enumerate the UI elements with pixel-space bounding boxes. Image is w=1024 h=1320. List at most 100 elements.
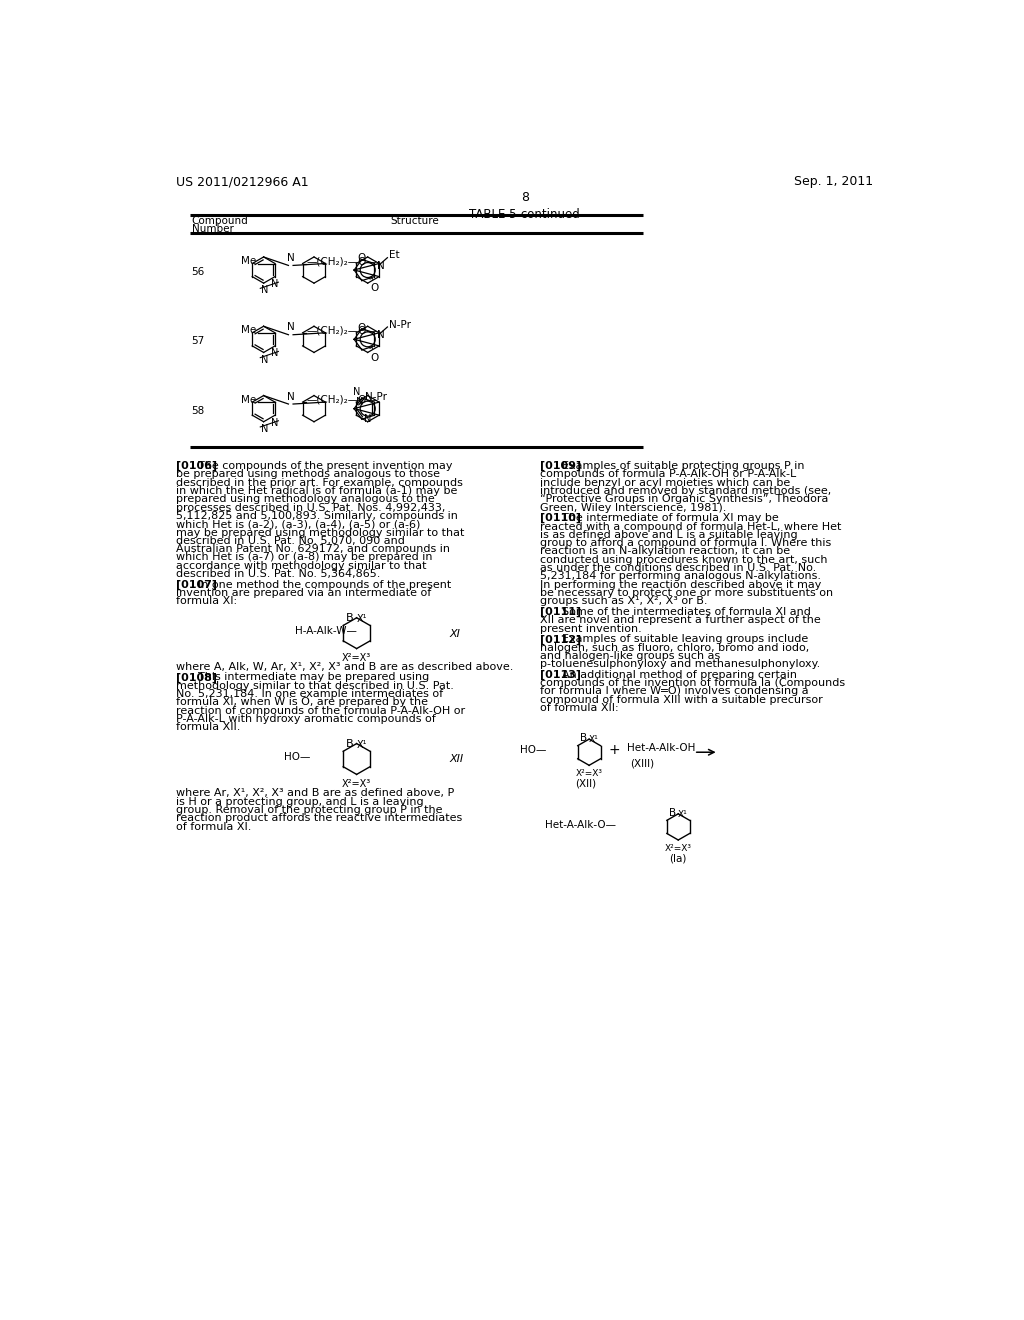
Text: P-A-Alk-L with hydroxy aromatic compounds of: P-A-Alk-L with hydroxy aromatic compound… [176, 714, 436, 723]
Text: N-Pr: N-Pr [365, 392, 387, 403]
Text: 56: 56 [191, 267, 205, 277]
Text: B: B [345, 614, 353, 623]
Text: conducted using procedures known to the art, such: conducted using procedures known to the … [541, 554, 827, 565]
Text: and halogen-like groups such as: and halogen-like groups such as [541, 651, 721, 661]
Text: 5,231,184 for performing analogous N-alkylations.: 5,231,184 for performing analogous N-alk… [541, 572, 821, 581]
Text: reaction of compounds of the formula P-A-Alk-OH or: reaction of compounds of the formula P-A… [176, 706, 465, 715]
Text: described in U.S. Pat. No. 5,364,865.: described in U.S. Pat. No. 5,364,865. [176, 569, 381, 579]
Text: N-Pr: N-Pr [389, 319, 411, 330]
Text: The intermediate of formula XI may be: The intermediate of formula XI may be [562, 513, 778, 523]
Text: B: B [345, 739, 353, 748]
Text: X¹: X¹ [356, 614, 367, 624]
Text: (XII): (XII) [574, 779, 596, 788]
Text: group. Removal of the protecting group P in the: group. Removal of the protecting group P… [176, 805, 442, 814]
Text: N: N [287, 322, 295, 333]
Text: reacted with a compound of formula Het-L, where Het: reacted with a compound of formula Het-L… [541, 521, 842, 532]
Text: which Het is (a-2), (a-3), (a-4), (a-5) or (a-6): which Het is (a-2), (a-3), (a-4), (a-5) … [176, 519, 421, 529]
Text: O: O [371, 352, 379, 363]
Text: accordance with methodology similar to that: accordance with methodology similar to t… [176, 561, 427, 570]
Text: p-toluenesulphonyloxy and methanesulphonyloxy.: p-toluenesulphonyloxy and methanesulphon… [541, 659, 820, 669]
Text: The compounds of the present invention may: The compounds of the present invention m… [198, 461, 453, 471]
Text: is H or a protecting group, and L is a leaving: is H or a protecting group, and L is a l… [176, 796, 424, 807]
Text: HO—: HO— [520, 744, 547, 755]
Text: for formula I where W═O) involves condensing a: for formula I where W═O) involves conden… [541, 686, 809, 697]
Text: Examples of suitable protecting groups P in: Examples of suitable protecting groups P… [562, 461, 805, 471]
Text: halogen, such as fluoro, chloro, bromo and iodo,: halogen, such as fluoro, chloro, bromo a… [541, 643, 810, 652]
Text: Het-A-Alk-O—: Het-A-Alk-O— [545, 820, 616, 829]
Text: Structure: Structure [390, 216, 439, 226]
Text: [0106]: [0106] [176, 461, 221, 471]
Text: N: N [270, 348, 278, 358]
Text: Sep. 1, 2011: Sep. 1, 2011 [795, 176, 873, 189]
Text: compounds of formula P-A-Alk-OH or P-A-Alk-L: compounds of formula P-A-Alk-OH or P-A-A… [541, 470, 797, 479]
Text: Australian Patent No. 629172, and compounds in: Australian Patent No. 629172, and compou… [176, 544, 451, 554]
Text: which Het is (a-7) or (a-8) may be prepared in: which Het is (a-7) or (a-8) may be prepa… [176, 553, 432, 562]
Text: +: + [608, 743, 620, 756]
Text: invention are prepared via an intermediate of: invention are prepared via an intermedia… [176, 587, 431, 598]
Text: 5,112,825 and 5,100,893. Similarly, compounds in: 5,112,825 and 5,100,893. Similarly, comp… [176, 511, 458, 521]
Text: X¹: X¹ [356, 739, 367, 750]
Text: Me: Me [242, 256, 256, 267]
Text: is as defined above and L is a suitable leaving: is as defined above and L is a suitable … [541, 529, 798, 540]
Text: N: N [365, 414, 372, 424]
Text: [0113]: [0113] [541, 669, 585, 680]
Text: processes described in U.S. Pat. Nos. 4,992,433,: processes described in U.S. Pat. Nos. 4,… [176, 503, 445, 512]
Text: [0108]: [0108] [176, 672, 221, 682]
Text: as under the conditions described in U.S. Pat. No.: as under the conditions described in U.S… [541, 564, 816, 573]
Text: B: B [580, 734, 587, 743]
Text: O: O [357, 253, 367, 264]
Text: US 2011/0212966 A1: US 2011/0212966 A1 [176, 176, 308, 189]
Text: 57: 57 [191, 337, 205, 346]
Text: N: N [270, 279, 278, 289]
Text: N: N [270, 417, 278, 428]
Text: N: N [355, 397, 364, 407]
Text: X²=X³: X²=X³ [342, 779, 372, 789]
Text: reaction product affords the reactive intermediates: reaction product affords the reactive in… [176, 813, 462, 824]
Text: N: N [353, 387, 360, 396]
Text: “Protective Groups in Organic Synthesis”, Theodora: “Protective Groups in Organic Synthesis”… [541, 494, 828, 504]
Text: formula XI, when W is O, are prepared by the: formula XI, when W is O, are prepared by… [176, 697, 428, 708]
Text: B: B [669, 808, 676, 818]
Text: (Ia): (Ia) [670, 853, 687, 863]
Text: X²=X³: X²=X³ [575, 770, 603, 779]
Text: reaction is an N-alkylation reaction, it can be: reaction is an N-alkylation reaction, it… [541, 546, 791, 557]
Text: compounds of the invention of formula Ia (Compounds: compounds of the invention of formula Ia… [541, 678, 846, 688]
Text: where A, Alk, W, Ar, X¹, X², X³ and B are as described above.: where A, Alk, W, Ar, X¹, X², X³ and B ar… [176, 663, 513, 672]
Text: N: N [261, 355, 268, 364]
Text: compound of formula XIII with a suitable precursor: compound of formula XIII with a suitable… [541, 694, 823, 705]
Text: X¹: X¹ [678, 810, 687, 818]
Text: —(CH₂)₂—O—: —(CH₂)₂—O— [306, 326, 377, 335]
Text: of formula XII:: of formula XII: [541, 704, 618, 713]
Text: be prepared using methods analogous to those: be prepared using methods analogous to t… [176, 470, 440, 479]
Text: XII: XII [450, 754, 464, 764]
Text: described in the prior art. For example, compounds: described in the prior art. For example,… [176, 478, 463, 487]
Text: N: N [261, 285, 268, 296]
Text: described in U.S. Pat. No. 5,070, 090 and: described in U.S. Pat. No. 5,070, 090 an… [176, 536, 404, 546]
Text: O: O [371, 284, 379, 293]
Text: H-A-Alk-W—: H-A-Alk-W— [295, 626, 356, 636]
Text: 8: 8 [521, 191, 528, 203]
Text: Number: Number [191, 224, 233, 234]
Text: Some of the intermediates of formula XI and: Some of the intermediates of formula XI … [562, 607, 811, 616]
Text: include benzyl or acyl moieties which can be: include benzyl or acyl moieties which ca… [541, 478, 791, 487]
Text: —(CH₂)₂—O—: —(CH₂)₂—O— [306, 256, 377, 267]
Text: [0111]: [0111] [541, 607, 586, 618]
Text: N: N [377, 261, 384, 271]
Text: No. 5,231,184. In one example intermediates of: No. 5,231,184. In one example intermedia… [176, 689, 443, 698]
Text: [0112]: [0112] [541, 634, 586, 644]
Text: Et: Et [389, 251, 399, 260]
Text: X²=X³: X²=X³ [342, 653, 372, 663]
Text: Compound: Compound [191, 216, 248, 226]
Text: N: N [261, 424, 268, 434]
Text: where Ar, X¹, X², X³ and B are as defined above, P: where Ar, X¹, X², X³ and B are as define… [176, 788, 455, 799]
Text: may be prepared using methodology similar to that: may be prepared using methodology simila… [176, 528, 465, 537]
Text: HO—: HO— [284, 751, 310, 762]
Text: in which the Het radical is of formula (a-1) may be: in which the Het radical is of formula (… [176, 486, 458, 496]
Text: [0109]: [0109] [541, 461, 586, 471]
Text: N: N [287, 253, 295, 263]
Text: [0110]: [0110] [541, 513, 585, 524]
Text: N: N [377, 330, 384, 341]
Text: of formula XI.: of formula XI. [176, 821, 252, 832]
Text: XII are novel and represent a further aspect of the: XII are novel and represent a further as… [541, 615, 821, 626]
Text: present invention.: present invention. [541, 623, 642, 634]
